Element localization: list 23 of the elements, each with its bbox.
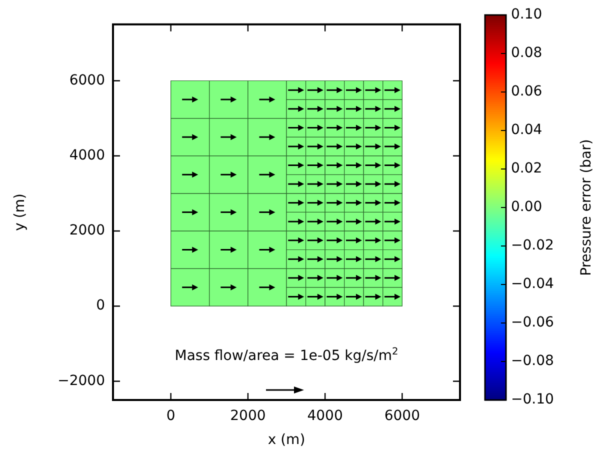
color-bar-label: 0.00 [511, 199, 542, 216]
color-bar-label: 0.04 [511, 122, 542, 138]
y-axis-title: y (m) [12, 194, 28, 231]
x-tick-label: 4000 [307, 408, 343, 424]
color-bar-label: −0.04 [511, 276, 554, 292]
color-bar-label: 0.10 [511, 6, 542, 23]
y-tick-label: −2000 [58, 372, 105, 389]
color-bar-title: Pressure error (bar) [578, 139, 595, 276]
y-tick-label: 0 [96, 298, 105, 314]
x-tick-label: 6000 [384, 408, 420, 424]
y-tick-label: 6000 [69, 72, 105, 88]
color-bar-label: −0.10 [511, 392, 554, 408]
color-bar-label: −0.08 [511, 353, 554, 370]
color-bar-label: −0.06 [511, 314, 554, 331]
color-bar-label: 0.06 [511, 84, 542, 100]
color-bar-label: −0.02 [511, 238, 554, 254]
y-tick-label: 2000 [69, 222, 105, 239]
color-bar-label: 0.02 [511, 160, 542, 177]
color-bar-label: 0.08 [511, 45, 542, 62]
x-axis-title: x (m) [268, 432, 306, 448]
y-tick-label: 4000 [69, 148, 105, 164]
x-tick-label: 0 [166, 408, 176, 424]
x-tick-label: 2000 [230, 408, 266, 424]
